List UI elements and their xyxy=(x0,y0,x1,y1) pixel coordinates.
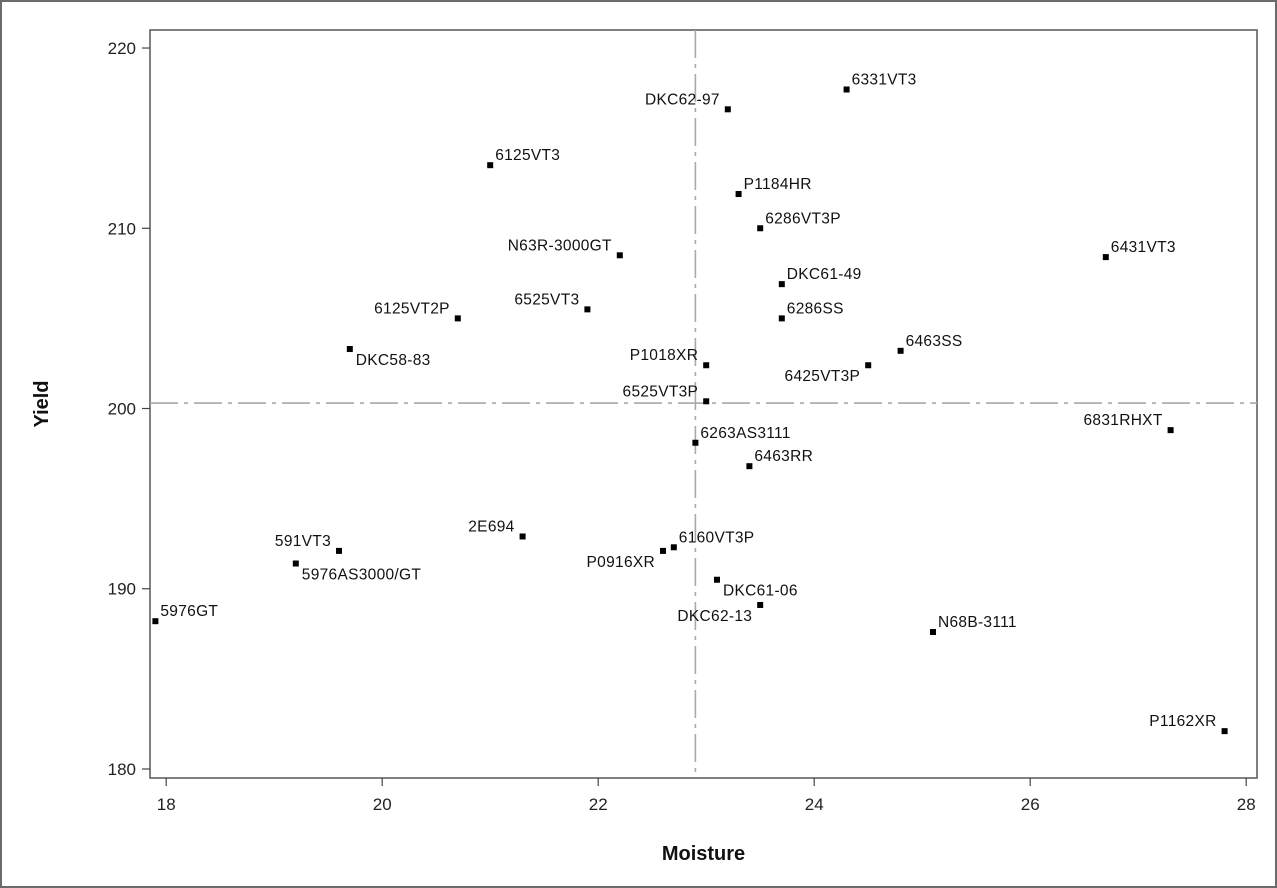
data-point xyxy=(865,362,872,369)
data-point xyxy=(660,547,666,554)
point-label: 6525VT3P xyxy=(623,383,699,400)
data-point xyxy=(292,560,299,567)
point-label: 6125VT2P xyxy=(374,300,450,317)
data-point xyxy=(757,225,764,232)
point-label: DKC62-97 xyxy=(645,91,720,108)
point-label: 6831RHXT xyxy=(1084,412,1163,429)
point-label: 6125VT3 xyxy=(495,147,560,164)
point-label: 6286VT3P xyxy=(765,210,841,227)
data-point xyxy=(152,618,159,625)
data-point xyxy=(930,629,936,636)
data-point xyxy=(670,544,677,551)
data-point xyxy=(454,315,461,322)
point-label: N63R-3000GT xyxy=(508,237,612,254)
y-tick-label: 220 xyxy=(108,39,136,58)
point-label: P1184HR xyxy=(744,176,812,193)
data-point xyxy=(1167,427,1174,434)
data-point xyxy=(897,347,904,354)
point-label: 6463RR xyxy=(754,448,813,465)
point-label: 6160VT3P xyxy=(679,529,755,546)
data-point xyxy=(724,106,731,113)
x-tick-label: 18 xyxy=(157,795,176,814)
point-label: 5976AS3000/GT xyxy=(302,567,422,584)
point-label: 5976GT xyxy=(160,603,218,620)
x-axis: 18 20 22 24 26 28 xyxy=(157,778,1256,814)
point-label: P1018XR xyxy=(630,347,698,364)
point-label: 591VT3 xyxy=(275,533,331,550)
y-tick-label: 180 xyxy=(108,760,136,779)
data-point xyxy=(735,191,742,198)
y-tick-label: 210 xyxy=(108,219,136,238)
data-point xyxy=(584,306,591,313)
point-label: 6331VT3 xyxy=(852,71,917,88)
point-label: 6286SS xyxy=(787,300,844,317)
point-label: 6431VT3 xyxy=(1111,239,1176,256)
data-point xyxy=(746,463,753,470)
data-point xyxy=(843,86,850,93)
x-tick-label: 24 xyxy=(805,795,824,814)
data-points: 6331VT3 DKC62-97 6125VT3 P1184HR 6286VT3P N63… xyxy=(152,71,1228,735)
data-point xyxy=(519,533,526,540)
point-label: DKC61-49 xyxy=(787,266,862,283)
point-label: DKC62-13 xyxy=(677,608,752,625)
data-point xyxy=(703,362,710,369)
data-point xyxy=(1102,254,1109,261)
data-point xyxy=(346,346,353,353)
data-point xyxy=(714,576,720,583)
y-axis-title: Yield xyxy=(31,380,53,427)
point-label: 2E694 xyxy=(468,518,514,535)
y-axis: 180 190 200 210 220 xyxy=(108,39,150,779)
point-label: 6425VT3P xyxy=(785,368,861,385)
data-point xyxy=(616,252,623,259)
point-label: 6525VT3 xyxy=(514,291,579,308)
y-tick-label: 200 xyxy=(108,400,136,419)
x-axis-title: Moisture xyxy=(662,843,745,865)
point-label: P1162XR xyxy=(1149,713,1216,730)
x-tick-label: 26 xyxy=(1021,795,1040,814)
data-point xyxy=(703,398,710,405)
point-label: 6463SS xyxy=(906,333,963,350)
data-point xyxy=(487,162,494,169)
point-label: N68B-3111 xyxy=(938,614,1017,631)
data-point xyxy=(778,315,785,322)
point-label: 6263AS3111 xyxy=(700,425,790,442)
y-tick-label: 190 xyxy=(108,580,136,599)
point-label: DKC58-83 xyxy=(356,352,431,369)
data-point xyxy=(778,281,785,288)
point-label: DKC61-06 xyxy=(723,583,798,600)
data-point xyxy=(1221,728,1228,735)
x-tick-label: 28 xyxy=(1237,795,1256,814)
x-tick-label: 20 xyxy=(373,795,392,814)
x-tick-label: 22 xyxy=(589,795,608,814)
point-label: P0916XR xyxy=(587,554,655,571)
data-point xyxy=(336,547,342,554)
data-point xyxy=(757,601,764,608)
data-point xyxy=(692,439,699,446)
